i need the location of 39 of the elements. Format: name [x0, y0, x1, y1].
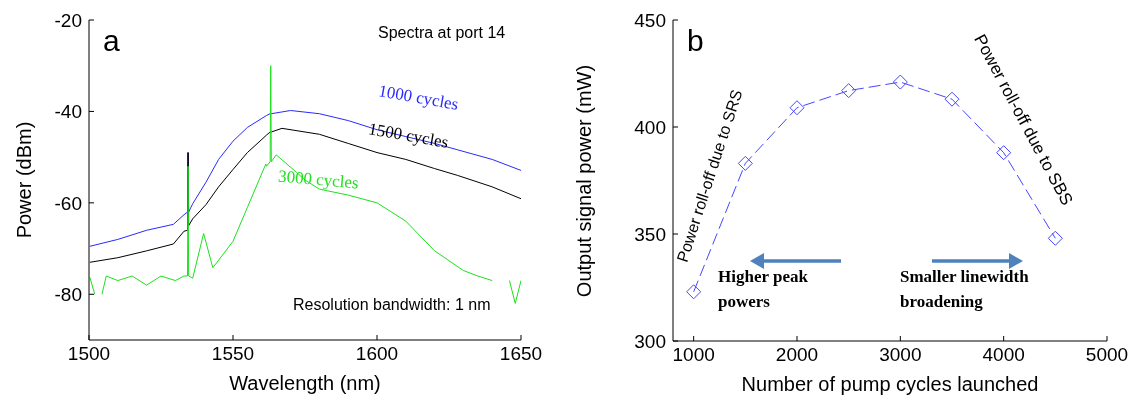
point	[1047, 230, 1063, 246]
annotation: Higher peak powers	[718, 266, 809, 313]
point	[789, 100, 805, 116]
x-axis-title: Wavelength (nm)	[229, 372, 381, 394]
y-tick-label: 400	[634, 116, 666, 138]
annotation: Resolution bandwidth: 1 nm	[293, 296, 491, 314]
y-axis-title: Power (dBm)	[12, 121, 36, 239]
x-tick-label: 1650	[499, 343, 543, 365]
x-tick-label: 1600	[355, 343, 399, 365]
point	[996, 145, 1012, 161]
x-tick-label: 1000	[672, 344, 715, 366]
annotation: Power roll-off due to SRS	[673, 87, 747, 265]
x-tick-label: 5000	[1085, 344, 1129, 366]
text: 1000 cycles	[376, 81, 460, 115]
y-tick-label: 300	[634, 330, 666, 352]
y-tick-label: 350	[634, 223, 666, 245]
y-tick-label: -40	[54, 101, 82, 123]
point	[892, 74, 908, 90]
x-axis-title: Number of pump cycles launched	[741, 373, 1039, 395]
x-tick-label: 1550	[211, 343, 255, 365]
point	[944, 91, 960, 107]
text: 1500 cycles	[366, 119, 450, 153]
chart-title: a	[103, 24, 120, 58]
point	[686, 284, 702, 300]
chart-title: b	[687, 24, 704, 58]
y-tick-label: -60	[54, 192, 82, 214]
x-tick-label: 4000	[982, 344, 1025, 366]
x-tick-label: 1500	[67, 343, 111, 365]
annotation: Spectra at port 14	[378, 24, 506, 42]
x-tick-label: 2000	[775, 344, 819, 366]
annotation: Smaller linewidth broadening	[900, 266, 1030, 313]
point	[841, 83, 857, 99]
x-tick-label: 3000	[879, 344, 922, 366]
y-tick-label: 450	[634, 9, 666, 31]
point	[737, 155, 753, 171]
series-label: 3000 cycles	[277, 166, 360, 194]
y-tick-label: -20	[54, 9, 82, 31]
y-tick-label: -80	[54, 284, 82, 306]
y-axis-title: Output signal power (mW)	[572, 64, 596, 297]
